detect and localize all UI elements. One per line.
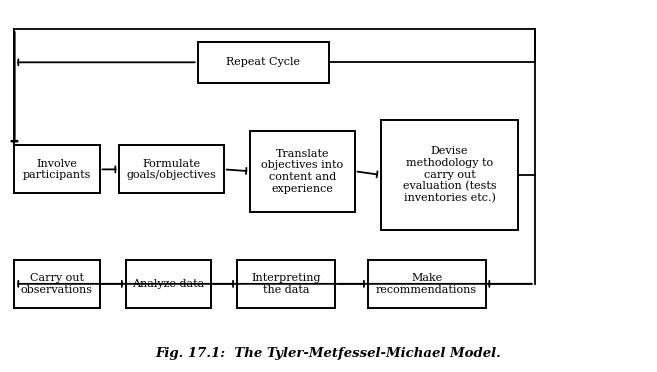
Text: Involve
participants: Involve participants: [23, 158, 91, 180]
Text: Formulate
goals/objectives: Formulate goals/objectives: [127, 158, 216, 180]
FancyBboxPatch shape: [237, 260, 335, 308]
Text: Devise
methodology to
carry out
evaluation (tests
inventories etc.): Devise methodology to carry out evaluati…: [403, 146, 496, 203]
FancyBboxPatch shape: [125, 260, 211, 308]
Text: Analyze data: Analyze data: [132, 279, 204, 289]
FancyBboxPatch shape: [368, 260, 486, 308]
Text: Translate
objectives into
content and
experience: Translate objectives into content and ex…: [261, 149, 344, 194]
FancyBboxPatch shape: [250, 131, 355, 212]
Text: Make
recommendations: Make recommendations: [376, 273, 477, 295]
Text: Interpreting
the data: Interpreting the data: [251, 273, 321, 295]
FancyBboxPatch shape: [381, 119, 518, 230]
Text: Carry out
observations: Carry out observations: [21, 273, 93, 295]
FancyBboxPatch shape: [119, 145, 224, 193]
Text: Repeat Cycle: Repeat Cycle: [226, 57, 300, 67]
FancyBboxPatch shape: [198, 42, 328, 83]
FancyBboxPatch shape: [14, 145, 99, 193]
Text: Fig. 17.1:  The Tyler-Metfessel-Michael Model.: Fig. 17.1: The Tyler-Metfessel-Michael M…: [156, 347, 501, 359]
FancyBboxPatch shape: [14, 260, 99, 308]
